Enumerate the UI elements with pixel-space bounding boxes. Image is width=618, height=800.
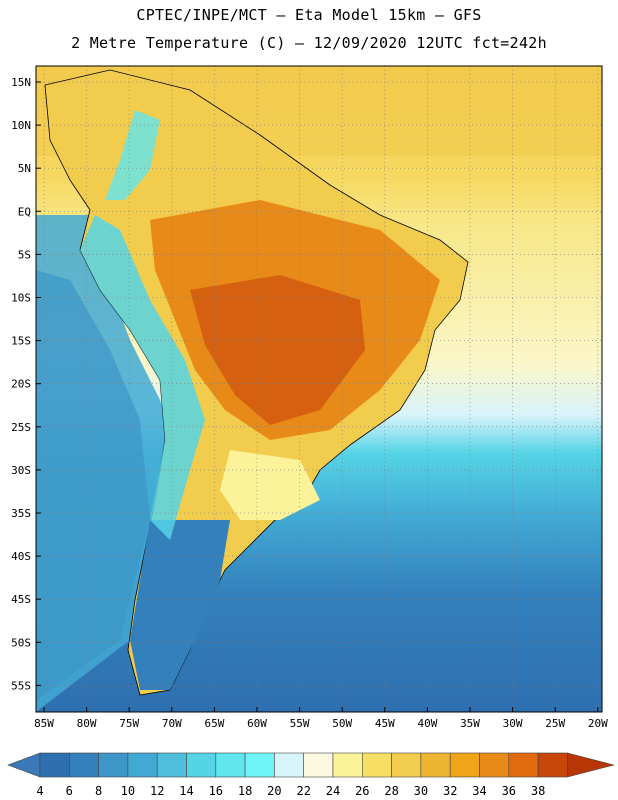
lon-label: 80W xyxy=(77,717,97,730)
colorbar-swatch xyxy=(449,752,480,778)
colorbar-swatch xyxy=(274,752,304,778)
colorbar-label: 30 xyxy=(414,784,428,798)
southern-mild xyxy=(220,450,320,520)
lon-label: 85W xyxy=(34,717,54,730)
colorbar-swatch xyxy=(391,752,422,778)
colorbar-swatch xyxy=(156,752,187,778)
lon-label: 70W xyxy=(162,717,182,730)
colorbar-swatch xyxy=(127,752,158,778)
lat-label: 5N xyxy=(18,162,31,175)
colorbar-label: 34 xyxy=(472,784,486,798)
colorbar-label: 18 xyxy=(238,784,252,798)
colorbar-label: 32 xyxy=(443,784,457,798)
colorbar-swatch xyxy=(361,752,392,778)
lat-label: 10N xyxy=(11,119,31,132)
colorbar-label: 26 xyxy=(355,784,369,798)
colorbar-label: 16 xyxy=(209,784,223,798)
colorbar-label: 12 xyxy=(150,784,164,798)
lat-label: 5S xyxy=(18,248,31,261)
colorbar-label: 8 xyxy=(95,784,102,798)
lat-label: EQ xyxy=(18,205,31,218)
colorbar-label: 14 xyxy=(179,784,193,798)
lon-label: 65W xyxy=(204,717,224,730)
colorbar-min-arrow xyxy=(7,752,41,778)
latitude-labels: 15N 10N 5N EQ 5S 10S 15S 20S 25S 30S 35S 40S 45S 50S 5… xyxy=(11,76,41,692)
lon-label: 25W xyxy=(545,717,565,730)
colorbar xyxy=(7,752,615,778)
lon-label: 35W xyxy=(460,717,480,730)
lon-label: 30W xyxy=(503,717,523,730)
lat-label: 20S xyxy=(11,378,31,391)
colorbar-swatch xyxy=(215,752,246,778)
colorbar-swatch xyxy=(186,752,217,778)
lat-label: 50S xyxy=(11,636,31,649)
colorbar-label: 4 xyxy=(36,784,43,798)
colorbar-swatch xyxy=(420,752,451,778)
colorbar-labels: 4 6 8 10 12 14 16 18 20 22 24 26 28 30 32 34 36 38 xyxy=(36,784,545,798)
lat-label: 25S xyxy=(11,421,31,434)
plot-area xyxy=(36,66,602,712)
colorbar-label: 36 xyxy=(502,784,516,798)
colorbar-swatch xyxy=(98,752,129,778)
colorbar-swatch xyxy=(479,752,510,778)
colorbar-swatch xyxy=(332,752,363,778)
colorbar-label: 28 xyxy=(384,784,398,798)
plot-frame xyxy=(35,65,603,713)
colorbar-label: 10 xyxy=(121,784,135,798)
lon-label: 45W xyxy=(375,717,395,730)
northern-andes-cold xyxy=(105,110,160,200)
lat-label: 40S xyxy=(11,550,31,563)
colorbar-swatch xyxy=(508,752,539,778)
colorbar-label: 22 xyxy=(296,784,310,798)
longitude-labels: 85W 80W 75W 70W 65W 60W 55W 50W 45W 40W 35W 30W 25W 2… xyxy=(34,707,608,730)
patagonia-cold xyxy=(130,520,230,690)
andes-cold xyxy=(80,215,205,540)
colorbar-swatch xyxy=(39,752,70,778)
lon-label: 60W xyxy=(247,717,267,730)
lon-label: 20W xyxy=(588,717,608,730)
colorbar-swatch xyxy=(69,752,99,778)
colorbar-swatch xyxy=(303,752,334,778)
lon-label: 55W xyxy=(290,717,310,730)
lat-label: 15N xyxy=(11,76,31,89)
lon-label: 40W xyxy=(417,717,437,730)
lat-label: 55S xyxy=(11,679,31,692)
lon-label: 75W xyxy=(119,717,139,730)
colorbar-label: 6 xyxy=(66,784,73,798)
lat-label: 45S xyxy=(11,593,31,606)
colorbar-label: 38 xyxy=(531,784,545,798)
lat-label: 35S xyxy=(11,507,31,520)
lon-label: 50W xyxy=(332,717,352,730)
lat-label: 15S xyxy=(11,335,31,348)
title-line-2: 2 Metre Temperature (C) – 12/09/2020 12U… xyxy=(71,34,547,52)
colorbar-max-arrow xyxy=(567,752,615,778)
colorbar-swatch xyxy=(244,752,275,778)
colorbar-label: 20 xyxy=(267,784,281,798)
colorbar-swatch xyxy=(537,752,568,778)
colorbar-label: 24 xyxy=(326,784,340,798)
title-line-1: CPTEC/INPE/MCT – Eta Model 15km – GFS xyxy=(136,6,482,24)
pacific-cooler-band xyxy=(36,270,150,700)
interior-hottest xyxy=(190,275,365,425)
lat-label: 10S xyxy=(11,292,31,305)
lat-label: 30S xyxy=(11,464,31,477)
